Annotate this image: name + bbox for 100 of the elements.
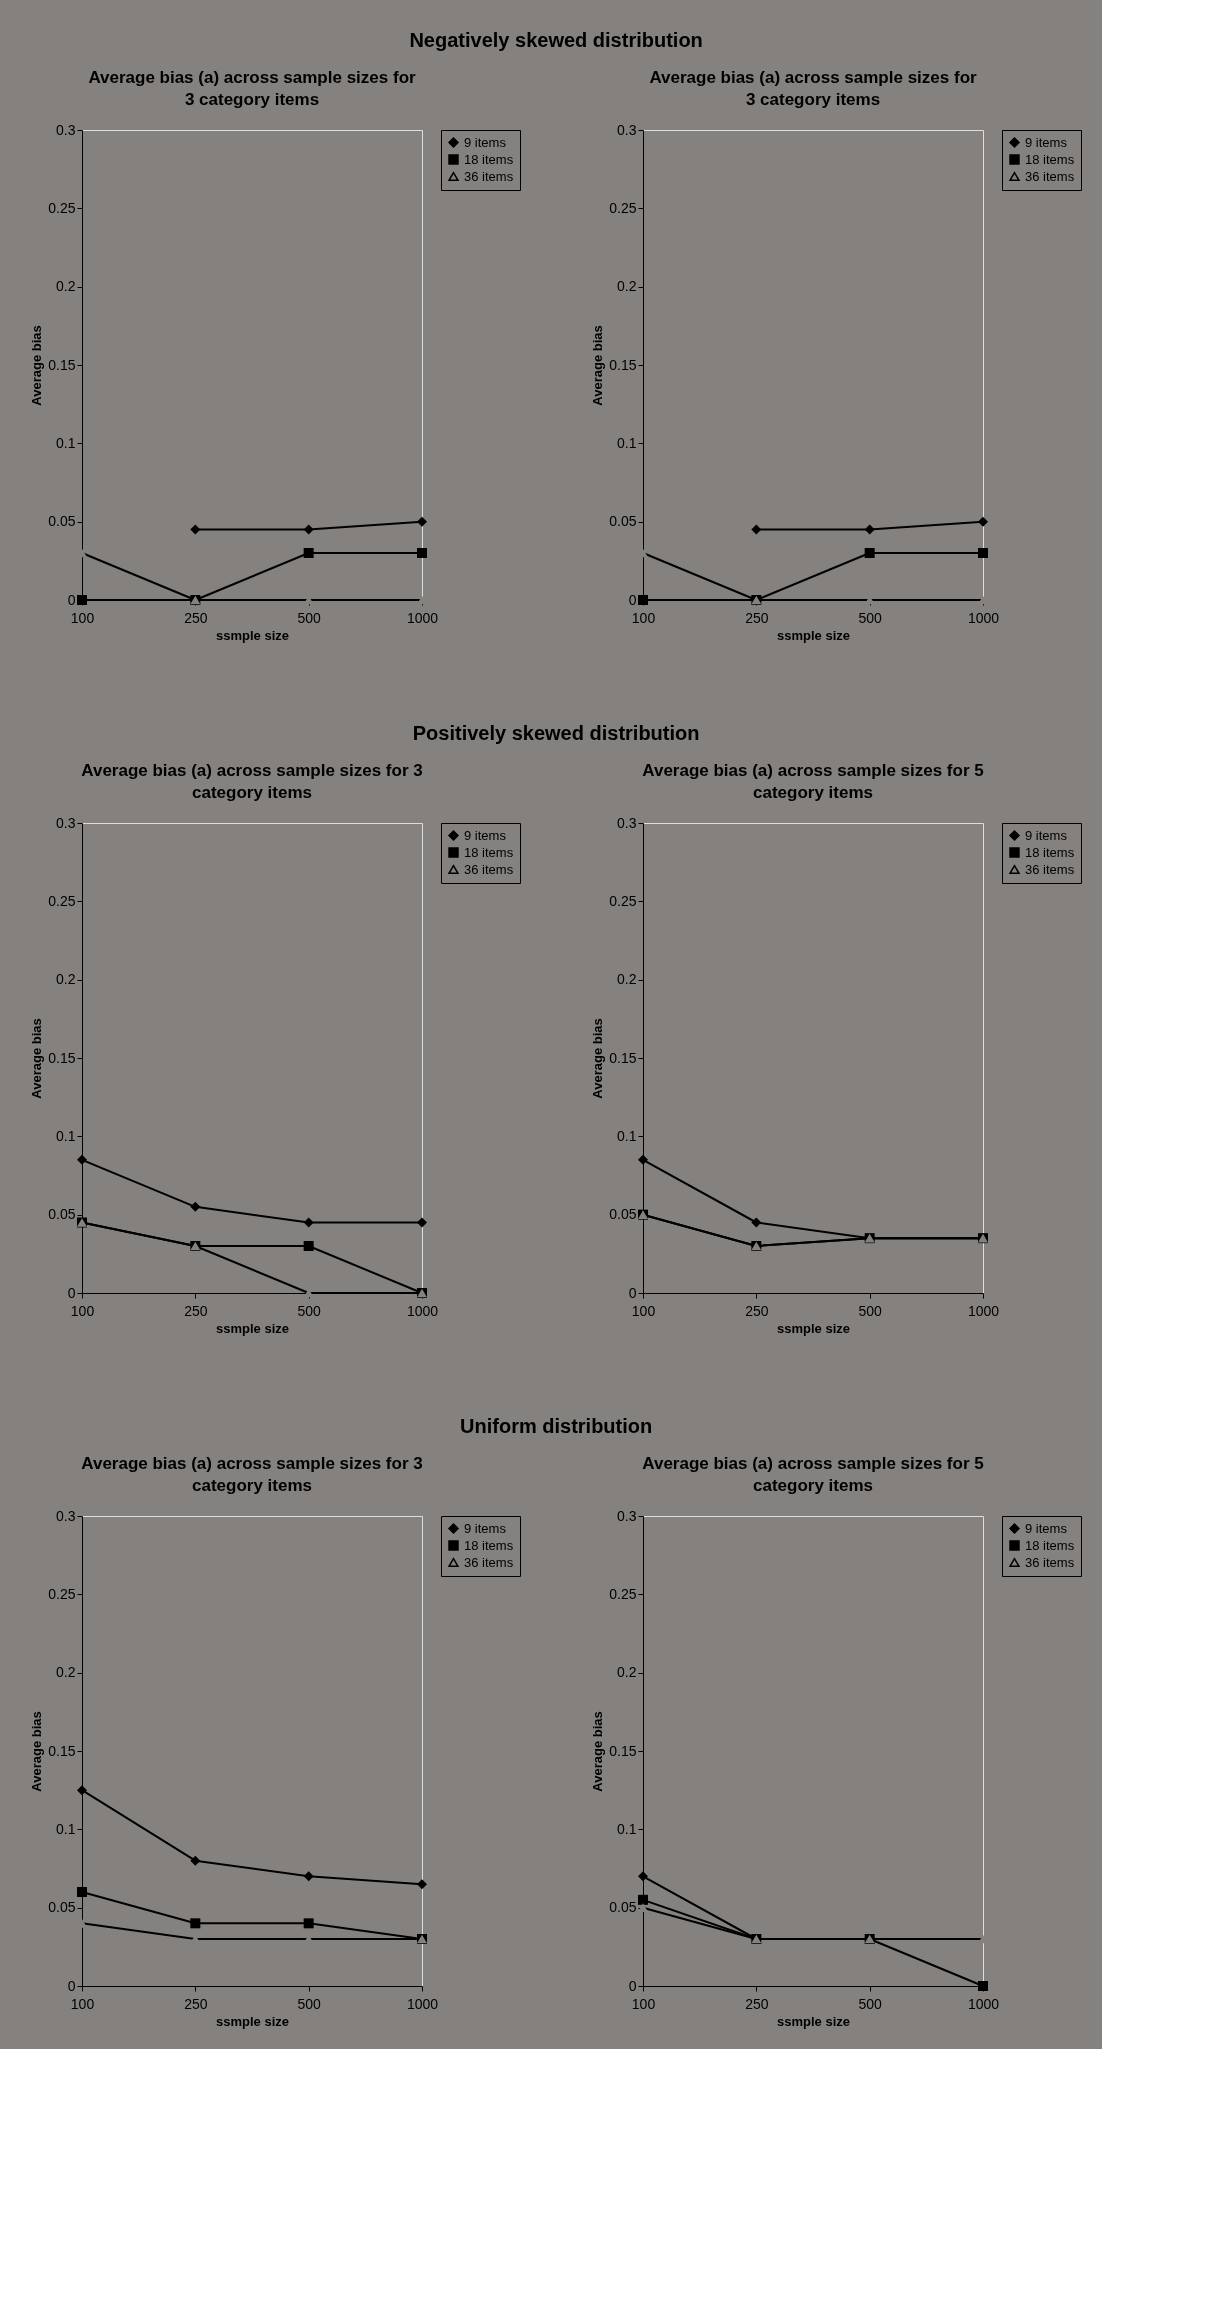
y-tick-label: 0.3 [617,814,637,831]
x-tick-label: 500 [297,609,322,626]
y-axis-title: Average bias [590,1711,606,1792]
x-tick-label: 100 [70,609,95,626]
y-tick-label: 0.3 [617,121,637,138]
y-tick-label: 0.1 [56,434,76,451]
legend-label: 18 items [1025,844,1075,860]
legend-label: 18 items [464,844,514,860]
y-tick-label: 0.1 [617,1820,637,1837]
y-tick-label: 0.1 [56,1820,76,1837]
x-tick-label: 250 [184,1302,208,1319]
y-tick-label: 0.3 [56,121,76,138]
chart-title: Average bias (a) across sample sizes for 3 category items [81,761,423,802]
chart-title: Average bias (a) across sample sizes for 3 category items [81,1454,423,1495]
legend-label: 36 items [464,168,514,184]
chart-title: Average bias (a) across sample sizes for 5 category items [642,1454,984,1495]
x-axis-title: ssmple size [777,2013,850,2029]
y-tick-label: 0.05 [48,1206,76,1223]
y-tick-label: 0.2 [617,278,637,295]
y-tick-label: 0.05 [48,1899,76,1916]
legend-label: 36 items [464,1554,514,1570]
y-tick-label: 0 [628,1977,637,1994]
legend-label: 18 items [1025,1537,1075,1553]
text: Negatively skewed distribution [409,28,703,51]
x-axis-title: ssmple size [777,627,850,643]
x-tick-label: 500 [858,609,883,626]
x-tick-label: 100 [631,609,656,626]
y-tick-label: 0.15 [48,356,76,373]
y-tick-label: 0 [67,1284,76,1301]
y-tick-label: 0.15 [609,356,637,373]
y-tick-label: 0.2 [617,1664,637,1681]
chart-title: Average bias (a) across sample sizes for 3 category items [88,68,417,109]
y-tick-label: 0.2 [56,971,76,988]
legend-label: 18 items [464,151,514,167]
y-tick-label: 0.2 [617,971,637,988]
y-tick-label: 0.25 [48,1585,76,1602]
y-tick-label: 0.05 [609,1206,637,1223]
y-tick-label: 0.15 [609,1049,637,1066]
legend-label: 36 items [1025,1554,1075,1570]
y-tick-label: 0.1 [617,434,637,451]
y-tick-label: 0.25 [609,199,637,216]
y-axis-title: Average bias [29,1711,45,1792]
legend-label: 9 items [1025,827,1068,843]
x-axis-title: ssmple size [216,1320,289,1336]
text: Positively skewed distribution [412,721,700,744]
y-tick-label: 0.2 [56,278,76,295]
x-tick-label: 250 [745,609,769,626]
y-tick-label: 0 [67,1977,76,1994]
x-tick-label: 250 [745,1995,769,2012]
y-tick-label: 0.1 [56,1127,76,1144]
y-tick-label: 0.25 [48,892,76,909]
y-tick-label: 0.05 [609,513,637,530]
x-tick-label: 1000 [967,1302,1000,1319]
y-tick-label: 0.05 [48,513,76,530]
x-tick-label: 500 [297,1302,322,1319]
y-tick-label: 0.3 [617,1507,637,1524]
text: Uniform distribution [460,1414,653,1437]
x-axis-title: ssmple size [216,2013,289,2029]
y-tick-label: 0.15 [48,1742,76,1759]
x-axis-title: ssmple size [216,627,289,643]
legend-label: 9 items [1025,134,1068,150]
chart-title: Average bias (a) across sample sizes for 3 category items [649,68,978,109]
x-tick-label: 500 [858,1995,883,2012]
y-axis-title: Average bias [29,1018,45,1099]
x-tick-label: 1000 [406,1995,439,2012]
legend-label: 18 items [464,1537,514,1553]
y-axis-title: Average bias [590,325,606,406]
y-tick-label: 0.3 [56,814,76,831]
x-tick-label: 1000 [406,609,439,626]
legend-label: 9 items [464,827,507,843]
x-tick-label: 250 [184,1995,208,2012]
x-tick-label: 250 [184,609,208,626]
legend-label: 18 items [1025,151,1075,167]
y-tick-label: 0 [67,591,76,608]
y-tick-label: 0 [628,591,637,608]
x-tick-label: 100 [70,1302,95,1319]
x-tick-label: 500 [858,1302,883,1319]
legend-label: 36 items [1025,861,1075,877]
y-tick-label: 0.15 [48,1049,76,1066]
y-tick-label: 0.15 [609,1742,637,1759]
x-tick-label: 100 [631,1995,656,2012]
x-tick-label: 1000 [406,1302,439,1319]
y-axis-title: Average bias [29,325,45,406]
x-tick-label: 100 [70,1995,95,2012]
legend-label: 9 items [464,1520,507,1536]
x-tick-label: 500 [297,1995,322,2012]
x-tick-label: 100 [631,1302,656,1319]
y-tick-label: 0.25 [48,199,76,216]
y-tick-label: 0.25 [609,1585,637,1602]
y-tick-label: 0 [628,1284,637,1301]
chart-title: Average bias (a) across sample sizes for 5 category items [642,761,984,802]
y-tick-label: 0.1 [617,1127,637,1144]
y-tick-label: 0.3 [56,1507,76,1524]
legend-label: 9 items [1025,1520,1068,1536]
x-axis-title: ssmple size [777,1320,850,1336]
x-tick-label: 1000 [967,1995,1000,2012]
y-axis-title: Average bias [590,1018,606,1099]
x-tick-label: 1000 [967,609,1000,626]
x-tick-label: 250 [745,1302,769,1319]
y-tick-label: 0.05 [609,1899,637,1916]
